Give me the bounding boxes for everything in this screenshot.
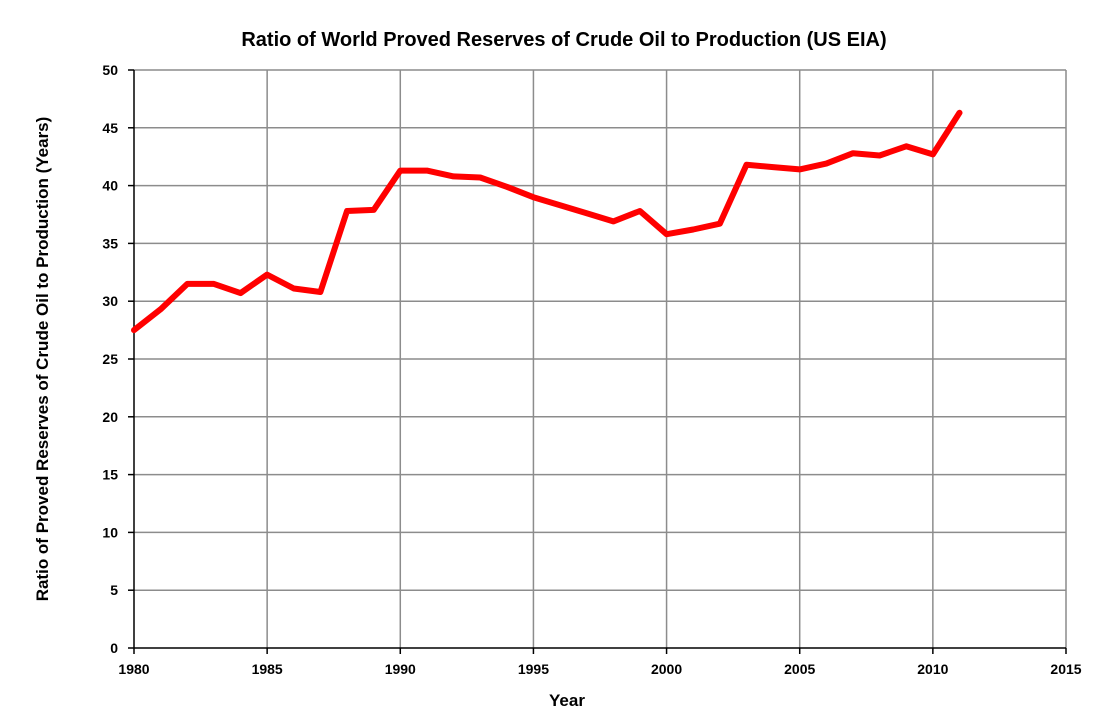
x-tick-label: 1990	[385, 661, 416, 677]
data-point	[424, 168, 430, 174]
data-point	[930, 151, 936, 157]
data-point	[903, 143, 909, 149]
data-point	[557, 202, 563, 208]
data-point	[477, 175, 483, 181]
data-point	[211, 281, 217, 287]
y-axis-title: Ratio of Proved Reserves of Crude Oil to…	[33, 117, 52, 602]
data-point	[264, 272, 270, 278]
tick-labels: 0 5 10 15 20 25 30 35 40 45 50 1980 1985 1990 1995 2000…	[102, 62, 1081, 677]
y-tick-label: 10	[102, 524, 118, 540]
data-point	[637, 208, 643, 214]
data-point	[877, 153, 883, 159]
data-point	[584, 210, 590, 216]
data-point	[744, 162, 750, 168]
x-tick-label: 2015	[1050, 661, 1081, 677]
data-point	[131, 327, 137, 333]
x-axis-title: Year	[549, 691, 585, 710]
data-point	[317, 289, 323, 295]
y-tick-label: 45	[102, 120, 118, 136]
data-point	[717, 221, 723, 227]
y-tick-label: 35	[102, 235, 118, 251]
data-point	[184, 281, 190, 287]
x-tick-label: 1985	[252, 661, 283, 677]
data-point	[850, 150, 856, 156]
data-point	[291, 286, 297, 292]
data-point	[504, 184, 510, 190]
x-tick-label: 2005	[784, 661, 815, 677]
y-tick-label: 50	[102, 62, 118, 78]
series-layer	[131, 109, 963, 334]
x-tick-label: 2010	[917, 661, 948, 677]
axis-layer	[128, 69, 1067, 654]
chart-title: Ratio of World Proved Reserves of Crude …	[241, 29, 886, 51]
data-point	[957, 110, 963, 116]
y-tick-label: 20	[102, 409, 118, 425]
data-point	[664, 231, 670, 237]
y-tick-label: 15	[102, 467, 118, 483]
x-tick-label: 1980	[118, 661, 149, 677]
data-point	[823, 161, 829, 167]
data-point	[344, 208, 350, 214]
data-point	[397, 168, 403, 174]
grid-layer	[134, 69, 1067, 648]
y-tick-label: 0	[110, 640, 118, 656]
data-point	[770, 164, 776, 170]
data-point	[690, 227, 696, 233]
data-point	[797, 166, 803, 172]
x-tick-label: 1995	[518, 661, 549, 677]
y-tick-label: 30	[102, 293, 118, 309]
y-tick-label: 40	[102, 178, 118, 194]
data-point	[530, 194, 536, 200]
data-point	[610, 218, 616, 224]
y-tick-label: 25	[102, 351, 118, 367]
data-point	[371, 207, 377, 213]
data-point	[451, 173, 457, 179]
y-tick-label: 5	[110, 582, 118, 598]
series-line-0	[131, 109, 963, 334]
data-point	[158, 306, 164, 312]
data-point	[238, 290, 244, 296]
x-tick-label: 2000	[651, 661, 682, 677]
